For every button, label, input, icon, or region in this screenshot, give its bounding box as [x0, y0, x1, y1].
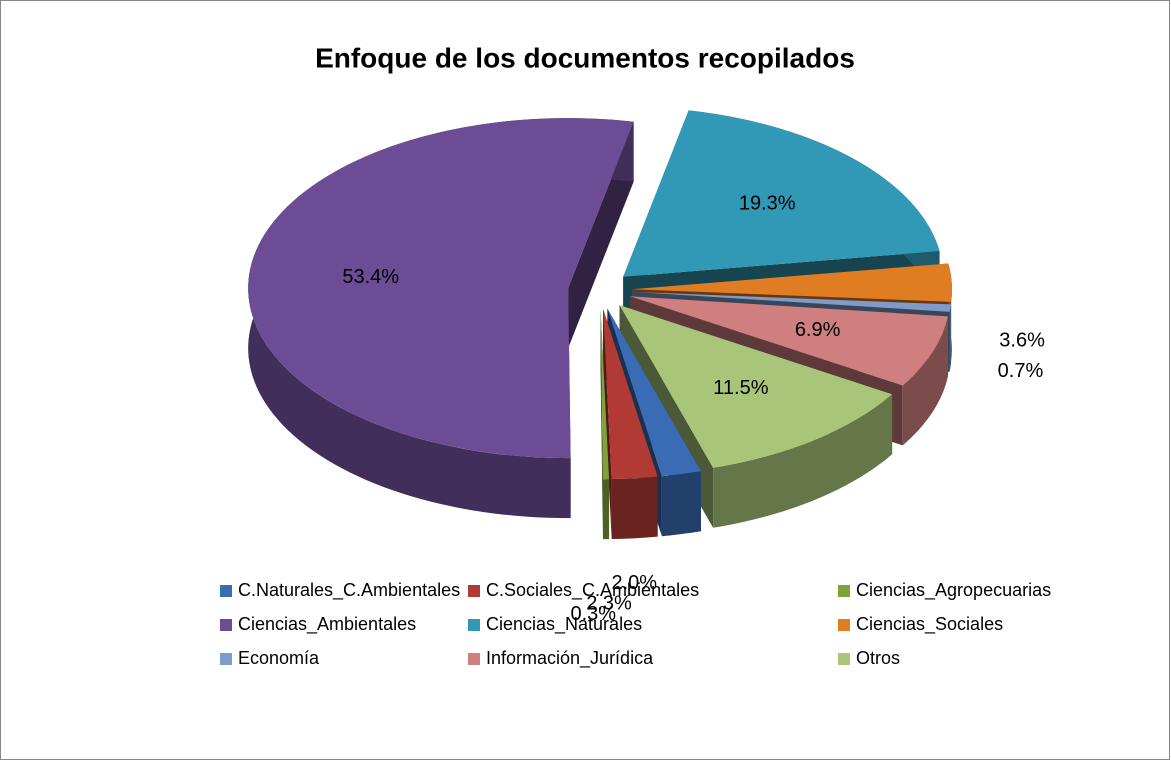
slice-group — [603, 309, 658, 540]
data-label: 53.4% — [342, 266, 399, 288]
slice-side — [611, 476, 658, 540]
slice-wall — [603, 309, 612, 540]
legend-label: Ciencias_Agropecuarias — [856, 580, 1051, 601]
slice — [248, 118, 634, 459]
slice-side — [603, 479, 610, 540]
slice-side — [713, 394, 893, 528]
slice — [631, 291, 951, 312]
legend-label: Otros — [856, 648, 900, 668]
legend-swatch — [220, 585, 232, 597]
slice — [631, 263, 952, 302]
legend-label: C.Naturales_C.Ambientales — [238, 580, 460, 601]
data-label: 2.3% — [586, 592, 632, 614]
slice-group — [248, 118, 634, 519]
slice — [603, 309, 658, 480]
legend-swatch — [468, 653, 480, 665]
slice-wall — [600, 309, 604, 540]
slice — [623, 110, 940, 277]
legend-swatch — [468, 619, 480, 631]
slice — [607, 308, 701, 477]
slice — [630, 296, 948, 386]
legend-swatch — [468, 585, 480, 597]
legend-label: Ciencias_Naturales — [486, 614, 642, 635]
data-label: 2.0% — [611, 572, 657, 594]
legend-swatch — [220, 653, 232, 665]
legend-swatch — [220, 619, 232, 631]
legend-swatch — [838, 619, 850, 631]
slice — [619, 305, 893, 468]
chart-title: Enfoque de los documentos recopilados — [315, 42, 855, 73]
data-label: 11.5% — [713, 377, 768, 399]
data-label: 0.7% — [998, 360, 1044, 382]
legend-label: Ciencias_Sociales — [856, 614, 1003, 635]
data-label: 3.6% — [999, 329, 1045, 351]
slice-side — [661, 471, 701, 537]
slice-side — [902, 316, 948, 446]
slice-side — [949, 304, 951, 372]
slice — [600, 309, 610, 480]
data-label: 6.9% — [795, 319, 841, 341]
legend-label: Economía — [238, 648, 320, 668]
legend-swatch — [838, 653, 850, 665]
data-label: 19.3% — [739, 193, 796, 215]
legend-label: C.Sociales_C.Ambientales — [486, 580, 699, 601]
legend-label: Ciencias_Ambientales — [238, 614, 416, 635]
data-label: 0.3% — [571, 603, 617, 625]
legend-swatch — [838, 585, 850, 597]
legend-label: Información_Jurídica — [486, 648, 654, 669]
slice-group — [600, 309, 610, 540]
